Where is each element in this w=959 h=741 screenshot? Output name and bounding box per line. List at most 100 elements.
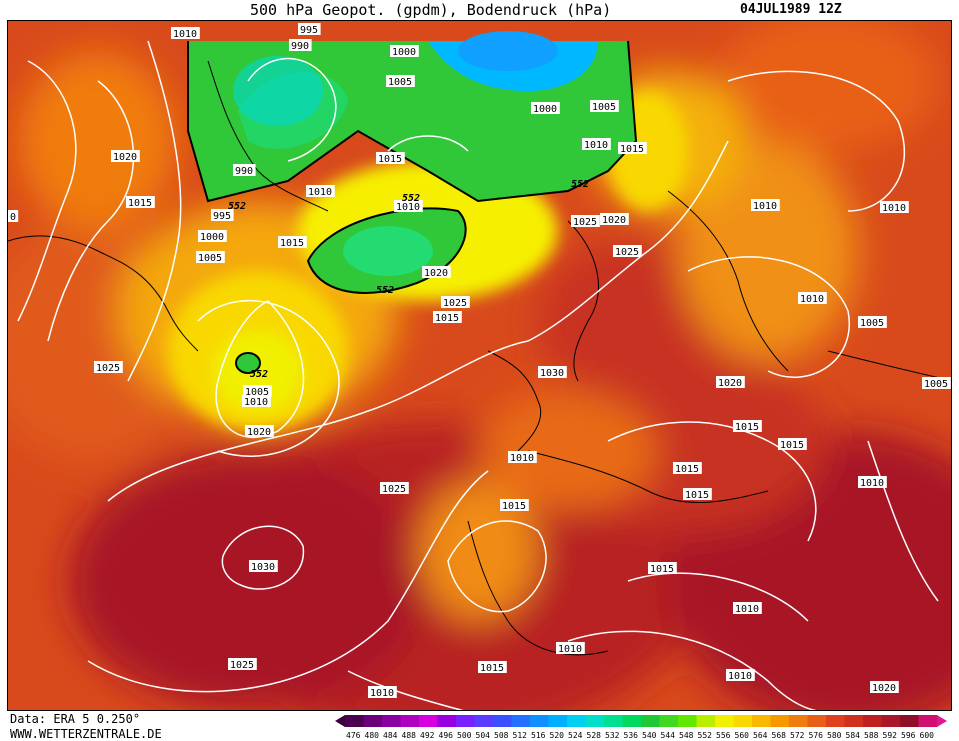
pressure-label: 995 [211,209,234,222]
svg-text:1000: 1000 [392,47,416,58]
pressure-label: 1000 [531,102,560,115]
pressure-label: 1005 [590,100,619,113]
svg-text:1010: 1010 [800,294,824,305]
svg-text:1015: 1015 [685,490,709,501]
legend-value: 584 [846,731,861,740]
pressure-label: 1010 [798,292,827,305]
pressure-label: 1005 [243,385,272,398]
pressure-label: 1015 [673,462,702,475]
map-title: 500 hPa Geopot. (gpdm), Bodendruck (hPa) [250,1,612,19]
svg-text:1025: 1025 [96,363,120,374]
svg-text:1020: 1020 [718,378,742,389]
svg-text:995: 995 [213,211,231,222]
pressure-label: 1015 [478,661,507,674]
pressure-label: 1010 [242,395,271,408]
pressure-label: 1010 [751,199,780,212]
pressure-label: 1025 [380,482,409,495]
svg-text:1015: 1015 [378,154,402,165]
pressure-label: 1015 [683,488,712,501]
svg-text:1015: 1015 [128,198,152,209]
legend-swatch [678,715,697,727]
pressure-label: 1030 [538,366,567,379]
pressure-label: 1010 [726,669,755,682]
pressure-label: 0 [8,210,19,223]
legend-value: 480 [365,731,380,740]
pressure-label: 1010 [556,642,585,655]
legend-value: 484 [383,731,398,740]
svg-text:1020: 1020 [872,683,896,694]
legend-value: 532 [605,731,620,740]
pressure-label: 1010 [171,27,200,40]
svg-text:1015: 1015 [620,144,644,155]
pressure-label: 1015 [433,311,462,324]
legend-swatch [863,715,882,727]
pressure-label: 1020 [245,425,274,438]
legend-value: 504 [476,731,491,740]
svg-text:1010: 1010 [244,397,268,408]
svg-text:1015: 1015 [435,313,459,324]
legend-swatch [345,715,364,727]
svg-text:1025: 1025 [615,247,639,258]
legend-swatch [419,715,438,727]
legend-swatch [363,715,383,727]
pressure-label: 1020 [422,266,451,279]
svg-text:1005: 1005 [198,253,222,264]
pressure-label: 1015 [500,499,529,512]
svg-text:1010: 1010 [882,203,906,214]
pressure-label: 1010 [508,451,537,464]
legend-arrow-right [937,715,947,727]
pressure-label: 1025 [228,658,257,671]
svg-text:1015: 1015 [735,422,759,433]
pressure-label: 1025 [94,361,123,374]
weather-map: 995 1010 990 1000 1005 1000 1005 1010 1015 1020 10… [7,20,952,711]
pressure-label: 1015 [278,236,307,249]
pressure-label: 1010 [858,476,887,489]
legend-value: 492 [420,731,435,740]
svg-text:1010: 1010 [370,688,394,699]
geopotential-field [8,21,951,710]
legend-swatch [456,715,475,727]
pressure-label: 1015 [778,438,807,451]
website: WWW.WETTERZENTRALE.DE [10,727,162,741]
svg-text:1000: 1000 [533,104,557,115]
legend-swatch [789,715,808,727]
pressure-label: 995 [298,23,321,36]
pressure-label: 1015 [376,152,405,165]
legend-swatch [400,715,420,727]
legend-value: 560 [735,731,750,740]
legend-value: 516 [531,731,546,740]
svg-text:1010: 1010 [173,29,197,40]
svg-text:1025: 1025 [382,484,406,495]
legend-swatch [585,715,605,727]
legend-value: 556 [716,731,731,740]
svg-text:1010: 1010 [728,671,752,682]
legend-value: 508 [494,731,509,740]
pressure-label: 1015 [648,562,677,575]
svg-text:1015: 1015 [675,464,699,475]
legend-value: 536 [624,731,639,740]
pressure-label: 1020 [600,213,629,226]
legend-swatch [437,715,457,727]
svg-text:1020: 1020 [247,427,271,438]
legend-swatch [844,715,864,727]
pressure-label: 1010 [368,686,397,699]
svg-text:1010: 1010 [308,187,332,198]
svg-text:990: 990 [291,41,309,52]
svg-text:1010: 1010 [735,604,759,615]
legend-value: 488 [402,731,417,740]
legend-swatch [567,715,586,727]
legend-value: 576 [809,731,824,740]
legend-swatch [474,715,494,727]
legend-swatch [548,715,568,727]
legend-arrow-left [335,715,345,727]
legend-value: 552 [698,731,713,740]
pressure-label: 1020 [111,150,140,163]
svg-text:1020: 1020 [602,215,626,226]
svg-text:1005: 1005 [592,102,616,113]
legend-swatch [826,715,845,727]
legend-value: 596 [901,731,916,740]
pressure-label: 1025 [441,296,470,309]
svg-text:1025: 1025 [230,660,254,671]
legend-value: 528 [587,731,602,740]
